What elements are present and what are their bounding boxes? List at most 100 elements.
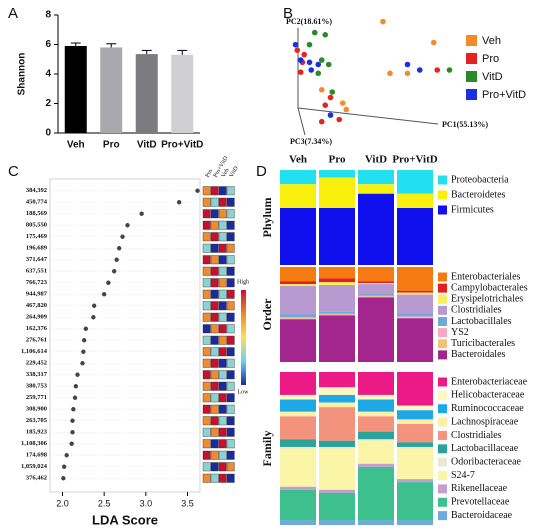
point: [322, 32, 329, 38]
x-axis-label: PC1(55.13%): [442, 120, 488, 129]
x-tick-label: VitD: [137, 140, 157, 151]
point: [325, 61, 332, 68]
bar-segment: [397, 313, 433, 317]
bar-segment: [397, 267, 433, 291]
lda-point: [70, 418, 75, 423]
heatmap-cell: [218, 278, 227, 288]
heatmap-cell: [226, 324, 235, 334]
legend-label: Campylobacterales: [451, 282, 528, 293]
bar-segment: [280, 319, 316, 362]
heatmap-cell: [226, 450, 235, 460]
legend-swatch: [438, 305, 447, 315]
bar-segment: [358, 466, 394, 521]
heatmap-cell: [218, 370, 227, 380]
heatmap-cell: [210, 370, 219, 380]
bar-segment: [358, 463, 394, 467]
column-header: Pro+VitD: [392, 154, 437, 166]
point: [308, 67, 315, 73]
point: [343, 106, 350, 113]
heatmap-cell: [218, 312, 227, 322]
heatmap-cell: [202, 358, 211, 368]
heatmap-cell: [218, 232, 227, 242]
bar-segment: [319, 387, 355, 395]
category-label: 263,705: [26, 417, 48, 424]
legend-label: Pro+VitD: [482, 89, 526, 101]
heatmap-cell: [210, 347, 219, 357]
heatmap-cell: [218, 209, 227, 219]
bar-segment: [397, 294, 433, 314]
bar-segment: [397, 405, 433, 411]
category-label: 185,923: [26, 429, 48, 436]
bar-segment: [319, 440, 355, 447]
legend-label: Erysipelotrichales: [451, 294, 523, 305]
bar-segment: [319, 208, 355, 265]
legend-label: Lactobacillales: [451, 316, 512, 327]
heatmap-cell: [210, 232, 219, 242]
heatmap-cell: [226, 381, 235, 391]
category-label: 766,723: [26, 279, 48, 286]
heatmap-cell: [218, 416, 227, 426]
heatmap-cell: [202, 462, 211, 472]
bar-segment: [319, 394, 355, 403]
category-label: 308,900: [26, 406, 47, 413]
legend-label: Bacteroidetes: [451, 189, 506, 200]
heatmap-cell: [210, 450, 219, 460]
legend-swatch: [438, 497, 447, 507]
bar-segment: [397, 410, 433, 420]
bar-segment: [358, 372, 394, 395]
heatmap-cell: [210, 209, 219, 219]
bar-segment: [280, 318, 316, 320]
row-label: Order: [260, 298, 274, 331]
heatmap-cell: [218, 439, 227, 449]
legend-label: Bacteroidales: [451, 349, 506, 360]
heatmap-cell: [210, 289, 219, 299]
lda-point: [61, 464, 67, 469]
y-tick-label: 4: [45, 69, 51, 80]
lda-point: [125, 223, 130, 228]
panel-label: A: [8, 5, 18, 22]
bar-segment: [397, 292, 433, 295]
lda-point: [91, 303, 97, 308]
heatmap-cell: [226, 209, 235, 219]
heatmap-cell: [202, 416, 211, 426]
legend-swatch: [438, 190, 447, 200]
point: [318, 87, 325, 93]
heatmap-cell: [202, 381, 211, 391]
bar-segment: [280, 281, 316, 285]
lda-point: [64, 453, 69, 458]
bar-segment: [319, 402, 355, 408]
legend-label: VitD: [482, 71, 503, 83]
heatmap-cell: [210, 220, 219, 230]
bar-segment: [358, 394, 394, 400]
lda-point: [71, 407, 76, 412]
heatmap-cell: [226, 301, 235, 311]
bar-segment: [280, 284, 316, 286]
heatmap-cell: [202, 324, 211, 334]
heatmap-cell: [202, 243, 211, 253]
bar-segment: [319, 372, 355, 388]
heatmap-cell: [202, 232, 211, 242]
bar-segment: [358, 416, 394, 432]
heatmap-cell: [218, 381, 227, 391]
bar-segment: [280, 317, 316, 319]
heatmap-cell: [210, 462, 219, 472]
bar-segment: [280, 372, 316, 395]
lda-point: [116, 246, 122, 251]
bar-segment: [280, 314, 316, 318]
category-label: 371,647: [26, 256, 48, 263]
bar-segment: [397, 520, 433, 525]
heatmap-cell: [226, 243, 235, 253]
heatmap-cell: [226, 289, 235, 299]
heatmap-column-label: Veh: [221, 168, 231, 179]
bar-segment: [358, 193, 394, 265]
point: [380, 18, 386, 25]
lda-point: [111, 269, 117, 274]
point: [327, 112, 334, 118]
bar-segment: [358, 440, 394, 464]
bar-segment: [319, 285, 355, 312]
heatmap-cell: [218, 450, 227, 460]
heatmap-cell: [210, 324, 219, 334]
lda-point: [72, 395, 78, 400]
bar-segment: [319, 492, 355, 521]
x-tick-label: Pro: [103, 140, 120, 151]
